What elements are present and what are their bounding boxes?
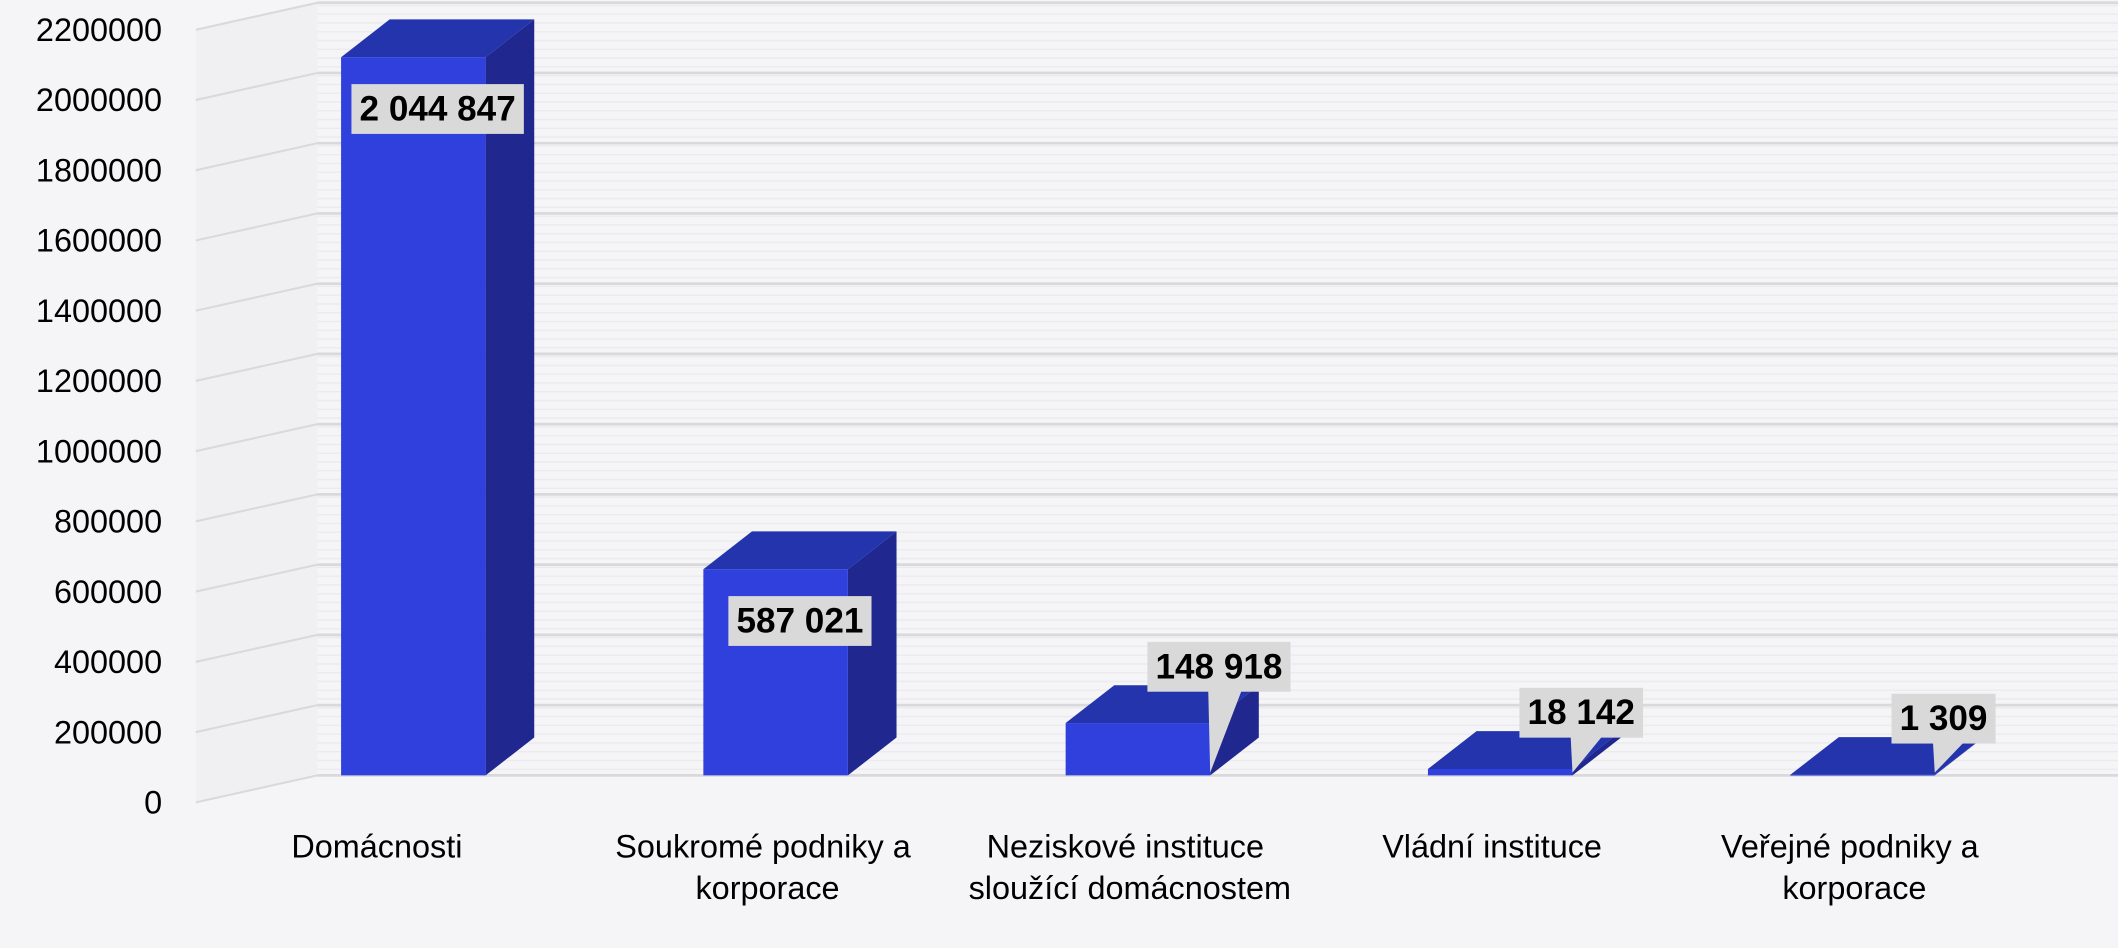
y-tick-label: 200000	[54, 714, 162, 750]
side-wall	[195, 2, 318, 803]
bar-top	[703, 531, 897, 570]
value-label: 1 309	[1900, 699, 1988, 738]
bar-side	[847, 531, 897, 776]
value-label: 2 044 847	[360, 90, 516, 129]
label-box	[728, 596, 872, 646]
y-tick-label: 600000	[54, 574, 162, 610]
x-tick-label: Soukromé podniky a korporace	[615, 828, 919, 906]
bar-side	[1934, 737, 1984, 776]
bar	[1790, 774, 1935, 776]
label-box	[1891, 693, 1996, 744]
grid-line-depth	[195, 352, 318, 382]
grid-line-depth	[195, 633, 318, 663]
plot: 0 200000 400000 600000 800000 1000000 1200000 1…	[36, 1, 2118, 906]
label-pointer	[1570, 732, 1606, 773]
grid-line-depth	[195, 212, 318, 242]
label-box	[1519, 687, 1644, 738]
y-tick-label: 1200000	[36, 363, 162, 399]
x-tick-label: Veřejné podniky a korporace	[1721, 828, 1988, 906]
x-tick-label: Vládní instituce	[1382, 828, 1602, 864]
y-tick-label: 2200000	[36, 12, 162, 48]
x-tick-label: Domácnosti	[291, 828, 462, 864]
bar	[1065, 723, 1211, 776]
grid-line-depth	[195, 142, 318, 172]
x-tick-label: Neziskové instituce sloužící domácnostem	[969, 828, 1291, 906]
y-tick-label: 0	[144, 785, 162, 821]
grid-line-depth	[195, 71, 318, 101]
value-label: 148 918	[1156, 647, 1283, 686]
grid-line-depth	[195, 1, 318, 31]
grid-line-depth	[195, 493, 318, 523]
y-tick-label: 1400000	[36, 293, 162, 329]
bar-top	[341, 19, 535, 58]
bar-side	[485, 19, 535, 776]
y-tick-label: 2000000	[36, 82, 162, 118]
label-pointer	[1208, 686, 1244, 773]
y-tick-label: 1600000	[36, 223, 162, 259]
grid-line-depth	[195, 282, 318, 312]
label-pointer	[1932, 738, 1968, 773]
grid-line-depth	[195, 704, 318, 734]
label-box	[351, 84, 524, 134]
value-label: 587 021	[736, 602, 863, 641]
label-box	[1147, 641, 1291, 692]
bar-side	[1572, 731, 1622, 776]
bar-side	[1210, 685, 1259, 776]
value-label: 18 142	[1528, 693, 1635, 732]
y-tick-label: 1000000	[36, 433, 162, 469]
y-tick-label: 1800000	[36, 152, 162, 188]
grid-line-depth	[195, 563, 318, 593]
grid-line-depth	[195, 774, 318, 804]
grid-line-depth	[195, 423, 318, 453]
y-tick-label: 800000	[54, 504, 162, 540]
bar	[341, 57, 486, 776]
y-tick-label: 400000	[54, 644, 162, 680]
bar	[1427, 768, 1573, 776]
